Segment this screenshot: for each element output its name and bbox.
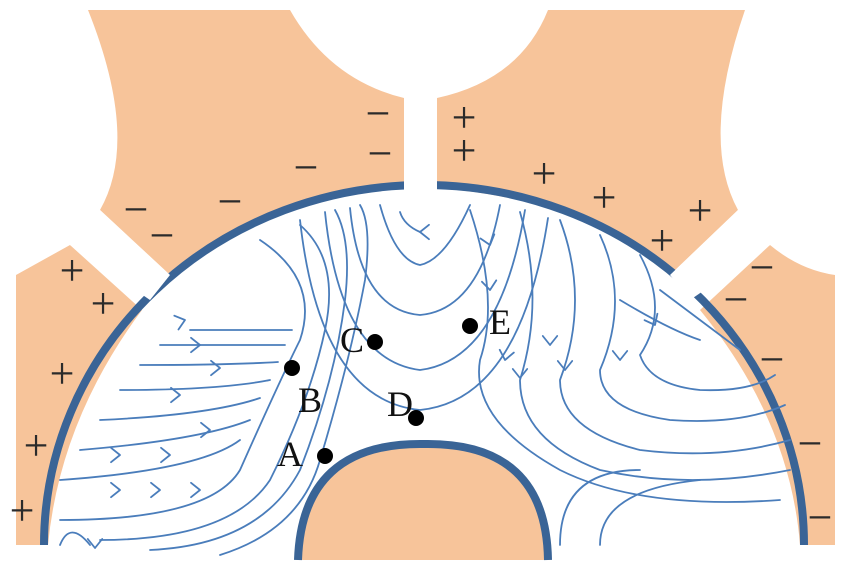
- field-line: [379, 204, 471, 266]
- field-line: [469, 209, 781, 503]
- field-line: [99, 224, 330, 541]
- positive-charge-sign: +: [24, 421, 49, 470]
- field-line: [399, 211, 421, 233]
- point-a-dot: [317, 448, 333, 464]
- electrode-bottom: [298, 441, 548, 560]
- field-arrow-icon: [170, 386, 181, 404]
- point-e-label: E: [489, 302, 511, 342]
- point-b-dot: [284, 360, 300, 376]
- positive-charge-sign: +: [50, 349, 75, 398]
- field-line: [559, 469, 641, 546]
- field-arrow-icon: [200, 421, 211, 439]
- negative-charge-sign: −: [724, 275, 749, 324]
- field-arrow-icon: [110, 446, 121, 464]
- field-line: [79, 419, 251, 451]
- field-line: [599, 234, 786, 422]
- point-b-label: B: [298, 380, 322, 420]
- positive-charge-sign: +: [592, 173, 617, 222]
- field-arrows: [86, 223, 659, 549]
- field-arrow-icon: [190, 481, 201, 499]
- negative-charge-sign: −: [808, 493, 833, 542]
- field-line: [219, 204, 369, 556]
- negative-charge-sign: −: [294, 143, 319, 192]
- point-e-dot: [462, 318, 478, 334]
- field-arrow-icon: [643, 312, 659, 326]
- field-line: [59, 531, 91, 546]
- field-arrow-icon: [173, 314, 186, 331]
- electrodes: [16, 10, 835, 560]
- field-line: [149, 209, 348, 551]
- field-line: [349, 204, 501, 316]
- field-arrow-icon: [190, 336, 201, 354]
- field-arrow-icon: [210, 359, 221, 377]
- field-arrow-icon: [479, 233, 496, 246]
- field-arrow-icon: [498, 348, 515, 361]
- negative-charge-sign: −: [750, 243, 775, 292]
- field-line: [299, 217, 549, 411]
- field-line: [619, 299, 701, 341]
- field-arrow-icon: [541, 335, 559, 346]
- negative-charge-sign: −: [760, 335, 785, 384]
- field-line: [99, 397, 261, 421]
- ring-gaps: [70, 92, 770, 300]
- field-arrow-icon: [511, 368, 529, 379]
- field-line: [139, 361, 279, 366]
- field-arrow-icon: [150, 481, 161, 499]
- positive-charge-sign: +: [532, 149, 557, 198]
- negative-charge-sign: −: [366, 89, 391, 138]
- field-line: [659, 289, 741, 351]
- field-lines: [59, 204, 791, 556]
- positive-charge-sign: +: [60, 246, 85, 295]
- point-d-label: D: [387, 384, 413, 424]
- point-d-dot: [408, 410, 424, 426]
- field-line: [559, 219, 791, 455]
- negative-charge-sign: −: [218, 177, 243, 226]
- positive-charge-sign: +: [650, 216, 675, 265]
- electrode-top-left: [88, 10, 404, 275]
- negative-charge-sign: −: [368, 129, 393, 178]
- positive-charge-sign: +: [452, 93, 477, 142]
- field-arrow-icon: [481, 279, 498, 291]
- field-arrow-icon: [110, 481, 121, 499]
- negative-charge-sign: −: [124, 185, 149, 234]
- electrode-top-right: [437, 10, 745, 275]
- negative-charge-sign: −: [150, 211, 175, 260]
- field-arrow-icon: [556, 360, 574, 371]
- field-line: [639, 254, 776, 392]
- charge-signs: ++ + + +++++++−−−−−−−−−−−: [10, 89, 833, 542]
- inner-ring: [294, 439, 552, 561]
- field-line: [599, 479, 701, 546]
- field-arrow-icon: [419, 223, 430, 241]
- positive-charge-sign: +: [10, 486, 35, 535]
- field-line: [324, 209, 526, 371]
- point-c-dot: [367, 334, 383, 350]
- field-arrow-icon: [611, 350, 629, 361]
- field-line: [119, 379, 271, 391]
- positive-charge-sign: +: [452, 126, 477, 175]
- field-line: [59, 239, 306, 521]
- positive-charge-sign: +: [91, 279, 116, 328]
- field-arrow-icon: [160, 446, 171, 464]
- positive-charge-sign: +: [688, 186, 713, 235]
- negative-charge-sign: −: [798, 419, 823, 468]
- field-line: [59, 439, 241, 481]
- point-a-label: A: [277, 434, 303, 474]
- point-c-label: C: [340, 320, 364, 360]
- field-arrow-icon: [86, 538, 104, 549]
